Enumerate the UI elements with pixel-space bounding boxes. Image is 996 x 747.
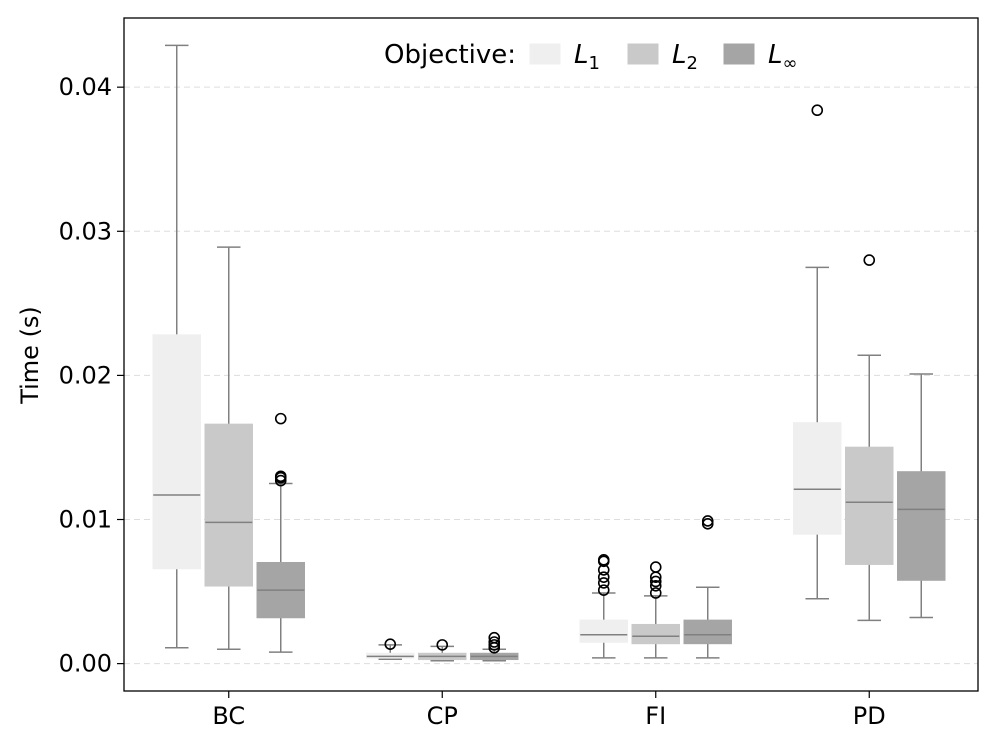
plot-frame <box>123 17 979 692</box>
outlier-point <box>649 587 662 599</box>
outlier-point <box>436 639 449 651</box>
legend-title: Objective: <box>384 40 516 70</box>
legend-swatch <box>723 43 755 65</box>
outlier-point <box>597 571 610 583</box>
box-pd-3 <box>897 373 946 619</box>
box-body <box>897 471 946 581</box>
outlier-point <box>597 577 610 589</box>
outlier-point <box>274 470 287 483</box>
box-cp-2 <box>418 639 467 662</box>
x-tick-label: FI <box>645 702 666 730</box>
legend-swatch <box>627 43 659 65</box>
box-body <box>579 619 628 643</box>
outlier-point <box>649 575 662 588</box>
x-tick-label: PD <box>853 702 886 730</box>
x-tick-label: CP <box>427 702 458 730</box>
box-fi-1 <box>579 554 628 659</box>
outlier-point <box>649 561 662 573</box>
outlier-point <box>488 636 501 648</box>
box-cp-1 <box>366 638 415 661</box>
box-body <box>204 423 253 587</box>
outlier-point <box>649 579 662 592</box>
box-fi-2 <box>631 561 680 659</box>
legend-swatch <box>529 43 561 65</box>
outlier-point <box>597 554 610 566</box>
outlier-point <box>488 631 501 644</box>
legend: Objective: L1 L2 L∞ <box>384 40 798 74</box>
box-pd-1 <box>793 104 842 600</box>
box-body <box>793 422 842 535</box>
box-fi-3 <box>683 515 732 659</box>
box-bc-2 <box>204 246 253 650</box>
outlier-point <box>811 104 824 117</box>
box-body <box>152 334 201 570</box>
y-tick-label: 0.04 <box>59 73 112 101</box>
x-tick-label: BC <box>212 702 245 730</box>
box-body <box>631 623 680 645</box>
box-series <box>152 44 946 662</box>
y-tick-label: 0.01 <box>59 506 112 534</box>
box-pd-2 <box>845 254 894 622</box>
axis-ticks: 0.00 0.01 0.02 0.03 0.04 BC CP FI PD <box>59 73 886 730</box>
outlier-point <box>274 412 287 425</box>
box-body <box>845 446 894 565</box>
y-tick-label: 0.03 <box>59 217 112 245</box>
box-bc-1 <box>152 44 201 649</box>
outlier-point <box>597 584 610 596</box>
y-tick-label: 0.02 <box>59 361 112 389</box>
box-body <box>683 619 732 645</box>
box-bc-3 <box>256 412 305 653</box>
box-cp-3 <box>470 631 519 662</box>
y-axis-title: Time (s) <box>16 306 44 405</box>
outlier-point <box>863 254 876 266</box>
y-tick-label: 0.00 <box>59 650 112 678</box>
outlier-point <box>701 515 714 527</box>
outlier-point <box>384 638 397 650</box>
